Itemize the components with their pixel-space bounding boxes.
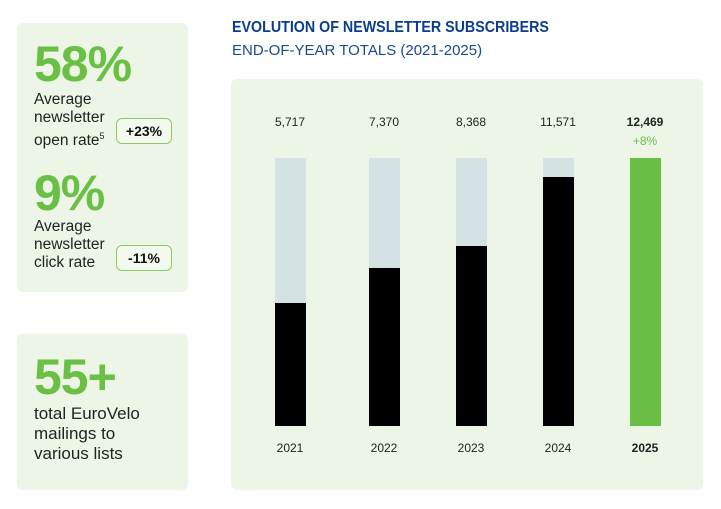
click-rate-change-badge: -11% — [116, 245, 172, 271]
value-label: 7,370 — [368, 115, 400, 129]
mailings-value: 55+ — [34, 349, 117, 405]
bar-2021 — [274, 303, 306, 426]
growth-annotation: +8% — [632, 134, 658, 148]
year-label: 2025 — [631, 441, 659, 455]
bar-2022 — [368, 267, 400, 426]
year-label: 2022 — [370, 441, 398, 455]
value-label: 8,368 — [455, 115, 487, 129]
stats-card-rates: 58% Average newsletter open rate5 +23% 9… — [17, 23, 188, 292]
chart-title: EVOLUTION OF NEWSLETTER SUBSCRIBERS — [232, 19, 549, 36]
open-rate-value: 58% — [34, 36, 132, 92]
click-rate-value: 9% — [34, 165, 105, 221]
value-label: 5,717 — [274, 115, 306, 129]
open-rate-label-text: Average newsletter open rate — [34, 91, 105, 150]
open-rate-label: Average newsletter open rate5 — [34, 91, 124, 150]
open-rate-change-badge: +23% — [116, 118, 172, 144]
mailings-label: total EuroVelo mailings to various lists — [34, 404, 140, 463]
chart-subtitle: END-OF-YEAR TOTALS (2021-2025) — [232, 42, 483, 59]
year-label: 2024 — [544, 441, 572, 455]
bar-2024 — [542, 177, 574, 426]
year-label: 2021 — [276, 441, 304, 455]
stats-card-mailings: 55+ total EuroVelo mailings to various l… — [17, 334, 188, 490]
footnote-mark: 5 — [99, 131, 105, 141]
value-label: 11,571 — [540, 115, 576, 129]
year-label: 2023 — [457, 441, 485, 455]
bar-2023 — [455, 246, 487, 426]
bar-2025 — [629, 158, 661, 426]
value-label: 12,469 — [626, 115, 664, 129]
click-rate-label: Average newsletter click rate — [34, 218, 105, 271]
